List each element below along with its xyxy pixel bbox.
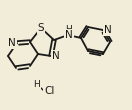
Text: Cl: Cl [44, 86, 54, 96]
Text: N: N [104, 25, 112, 35]
Text: N: N [65, 30, 73, 40]
Text: S: S [38, 23, 44, 33]
Text: H: H [66, 25, 72, 34]
Text: N: N [52, 51, 60, 61]
Text: H: H [34, 80, 40, 89]
Text: N: N [8, 38, 16, 48]
